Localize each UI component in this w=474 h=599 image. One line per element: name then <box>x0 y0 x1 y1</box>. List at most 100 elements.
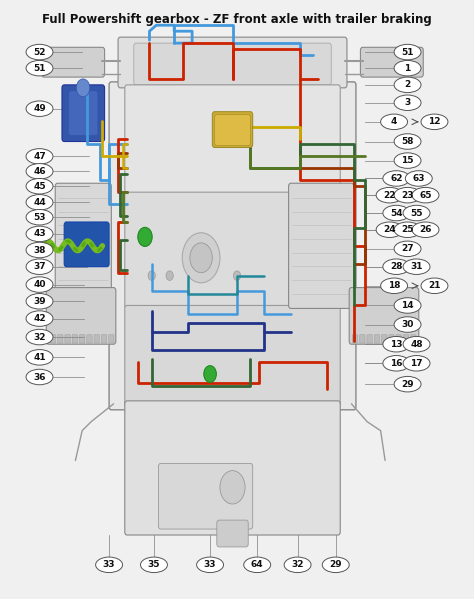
Ellipse shape <box>383 337 410 352</box>
Circle shape <box>138 228 152 246</box>
FancyBboxPatch shape <box>215 114 250 146</box>
Ellipse shape <box>197 557 224 573</box>
Text: 47: 47 <box>33 152 46 161</box>
Text: 65: 65 <box>419 190 432 199</box>
Ellipse shape <box>394 77 421 93</box>
Ellipse shape <box>394 153 421 168</box>
Text: 63: 63 <box>412 174 425 183</box>
FancyBboxPatch shape <box>87 335 92 343</box>
Text: 32: 32 <box>292 560 304 569</box>
Ellipse shape <box>376 222 403 237</box>
FancyBboxPatch shape <box>374 335 380 343</box>
Circle shape <box>182 233 220 283</box>
Text: 29: 29 <box>329 560 342 569</box>
Text: 48: 48 <box>410 340 423 349</box>
Text: 12: 12 <box>428 117 441 126</box>
Text: 33: 33 <box>103 560 115 569</box>
FancyBboxPatch shape <box>64 222 109 267</box>
Circle shape <box>148 271 155 280</box>
Text: 40: 40 <box>33 280 46 289</box>
Text: 17: 17 <box>410 359 423 368</box>
Ellipse shape <box>394 187 421 203</box>
Ellipse shape <box>26 329 53 345</box>
Ellipse shape <box>26 350 53 365</box>
Ellipse shape <box>412 222 439 237</box>
Ellipse shape <box>376 187 403 203</box>
FancyBboxPatch shape <box>125 401 340 535</box>
Text: 30: 30 <box>401 320 414 329</box>
Ellipse shape <box>394 60 421 76</box>
Ellipse shape <box>383 205 410 221</box>
Ellipse shape <box>26 195 53 210</box>
Text: 37: 37 <box>33 262 46 271</box>
FancyBboxPatch shape <box>360 335 365 343</box>
Text: 39: 39 <box>33 297 46 305</box>
Text: 49: 49 <box>33 104 46 113</box>
Text: 1: 1 <box>404 63 410 72</box>
Text: 51: 51 <box>401 47 414 56</box>
Text: 22: 22 <box>383 190 396 199</box>
Circle shape <box>190 243 212 273</box>
Text: 21: 21 <box>428 282 441 291</box>
Text: 52: 52 <box>33 47 46 56</box>
Ellipse shape <box>394 317 421 332</box>
Ellipse shape <box>96 557 123 573</box>
Ellipse shape <box>26 179 53 194</box>
Ellipse shape <box>381 278 408 294</box>
Text: 58: 58 <box>401 137 414 146</box>
Ellipse shape <box>394 222 421 237</box>
FancyBboxPatch shape <box>217 520 248 547</box>
FancyBboxPatch shape <box>57 335 63 343</box>
Ellipse shape <box>244 557 271 573</box>
FancyBboxPatch shape <box>367 335 372 343</box>
Text: 38: 38 <box>33 246 46 255</box>
FancyBboxPatch shape <box>65 335 70 343</box>
Text: 24: 24 <box>383 225 396 234</box>
Circle shape <box>233 271 241 280</box>
FancyBboxPatch shape <box>109 82 356 410</box>
Text: 33: 33 <box>204 560 216 569</box>
Ellipse shape <box>394 134 421 149</box>
Ellipse shape <box>403 337 430 352</box>
FancyBboxPatch shape <box>360 47 423 77</box>
Circle shape <box>76 79 90 97</box>
Text: 13: 13 <box>390 340 402 349</box>
Text: 28: 28 <box>390 262 402 271</box>
FancyBboxPatch shape <box>212 111 253 147</box>
Text: 4: 4 <box>391 117 397 126</box>
Text: 25: 25 <box>401 225 414 234</box>
Text: 43: 43 <box>33 229 46 238</box>
Text: 51: 51 <box>33 63 46 72</box>
Ellipse shape <box>394 376 421 392</box>
Ellipse shape <box>26 259 53 274</box>
Ellipse shape <box>284 557 311 573</box>
Circle shape <box>204 365 216 382</box>
Ellipse shape <box>140 557 167 573</box>
Text: 29: 29 <box>401 380 414 389</box>
Ellipse shape <box>26 149 53 164</box>
FancyBboxPatch shape <box>62 85 105 141</box>
FancyBboxPatch shape <box>42 47 105 77</box>
Ellipse shape <box>26 210 53 225</box>
Text: 23: 23 <box>401 190 414 199</box>
Text: 45: 45 <box>33 181 46 190</box>
Text: 3: 3 <box>404 98 410 107</box>
Ellipse shape <box>26 294 53 309</box>
FancyBboxPatch shape <box>403 335 409 343</box>
FancyBboxPatch shape <box>396 335 401 343</box>
FancyBboxPatch shape <box>125 85 340 195</box>
Ellipse shape <box>322 557 349 573</box>
FancyBboxPatch shape <box>349 288 419 344</box>
Ellipse shape <box>26 60 53 76</box>
FancyBboxPatch shape <box>80 335 85 343</box>
Ellipse shape <box>26 226 53 241</box>
FancyBboxPatch shape <box>55 183 111 308</box>
Text: 2: 2 <box>404 80 410 89</box>
FancyBboxPatch shape <box>134 43 331 85</box>
FancyBboxPatch shape <box>101 335 107 343</box>
FancyBboxPatch shape <box>125 192 340 308</box>
Ellipse shape <box>383 171 410 186</box>
Ellipse shape <box>405 171 432 186</box>
FancyBboxPatch shape <box>72 335 78 343</box>
FancyBboxPatch shape <box>125 305 340 407</box>
